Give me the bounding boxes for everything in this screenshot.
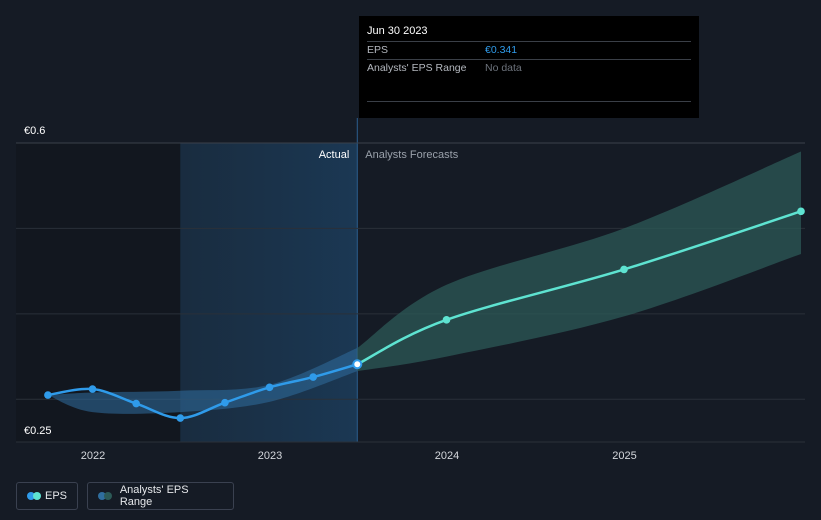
eps-point-6 [309, 373, 317, 381]
actual-region-label: Actual [319, 149, 350, 161]
tooltip-divider [367, 101, 691, 102]
eps-point-3 [176, 414, 185, 422]
eps-point-7 [352, 359, 363, 370]
tooltip-range-value: No data [485, 62, 522, 74]
tooltip-eps-value: €0.341 [485, 44, 518, 56]
legend-label-eps: EPS [44, 490, 67, 502]
tooltip-date: Jun 30 2023 [367, 25, 428, 37]
forecast-point-1 [442, 316, 451, 324]
eps-point-1 [88, 385, 97, 393]
x-tick-2025: 2025 [612, 450, 636, 462]
x-tick-2022: 2022 [81, 450, 105, 462]
y-label-min: €0.25 [24, 425, 52, 437]
analyst-range-actual [47, 348, 358, 414]
legend-item-eps[interactable]: EPS [16, 482, 78, 510]
tooltip-row-eps: EPS €0.341 [367, 41, 691, 59]
forecast-point-3 [797, 207, 805, 216]
range-legend-icon [98, 492, 114, 500]
x-tick-2024: 2024 [435, 450, 459, 462]
chart-background [16, 118, 358, 442]
forecast-region-label: Analysts Forecasts [365, 149, 458, 161]
eps-legend-icon [27, 492, 41, 500]
forecast-point-2 [620, 265, 628, 274]
eps-points [44, 207, 805, 422]
tooltip-row-range: Analysts' EPS Range No data [367, 59, 691, 77]
eps-point-4 [221, 398, 229, 407]
legend-item-analyst-range[interactable]: Analysts' EPS Range [87, 482, 234, 510]
tooltip-eps-label: EPS [367, 44, 389, 56]
y-label-max: €0.6 [24, 125, 45, 137]
eps-forecast-line [356, 210, 802, 366]
eps-point-2 [132, 399, 140, 408]
eps-point-5 [265, 383, 274, 392]
analyst-range-band [47, 151, 801, 414]
axis-labels: €0.6 €0.25 2022 2023 2024 2025 Actual Analysts … [24, 125, 637, 462]
legend-label-analyst-range: Analysts' EPS Range [119, 484, 189, 508]
eps-point-0 [44, 391, 52, 399]
tooltip-range-label: Analysts' EPS Range [367, 62, 467, 74]
x-tick-2023: 2023 [258, 450, 282, 462]
hover-tooltip: Jun 30 2023 EPS €0.341 Analysts' EPS Ran… [359, 16, 699, 118]
analyst-range-forecast [357, 151, 801, 372]
